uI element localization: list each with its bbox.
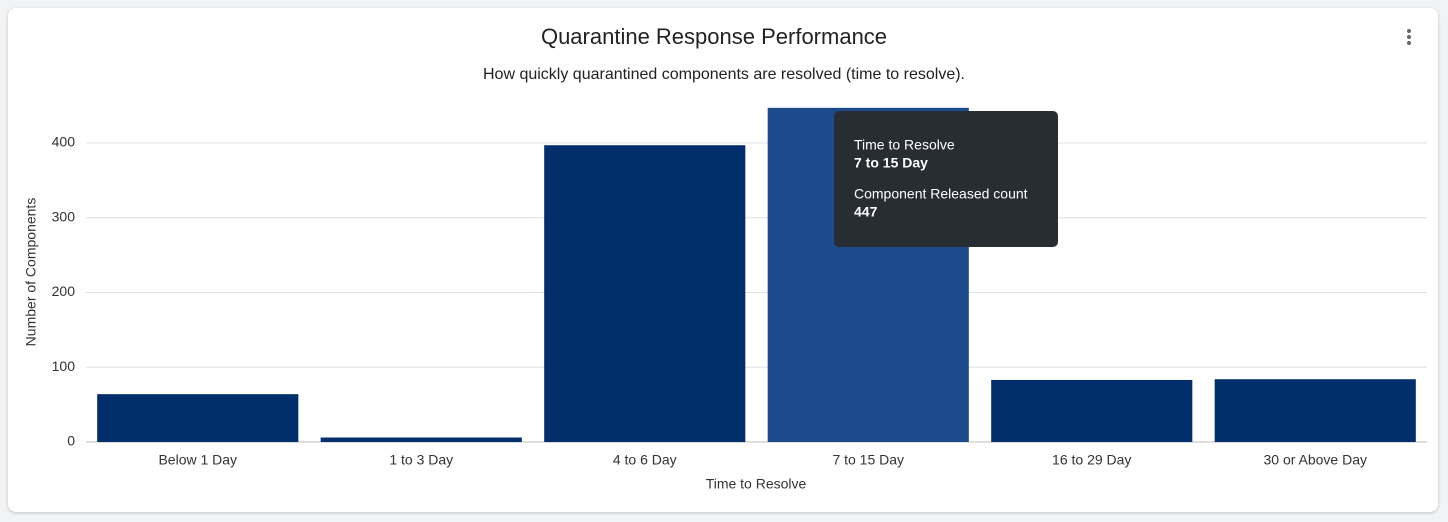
tooltip-series: Component Released count — [854, 186, 1028, 202]
y-tick-label: 200 — [52, 283, 76, 299]
y-axis-title: Number of Components — [23, 198, 39, 347]
x-tick-label: 4 to 6 Day — [613, 452, 677, 468]
tooltip-box — [834, 111, 1058, 247]
menu-dot — [1407, 41, 1411, 45]
menu-button[interactable] — [1407, 29, 1411, 45]
tooltip-category: 7 to 15 Day — [854, 155, 928, 171]
x-tick-label: 16 to 29 Day — [1052, 452, 1131, 468]
tooltip-value: 447 — [854, 204, 878, 220]
chart-subtitle: How quickly quarantined components are r… — [483, 66, 965, 83]
tooltip-label: Time to Resolve — [854, 137, 955, 153]
y-tick-label: 100 — [52, 358, 76, 374]
tooltip: Time to Resolve 7 to 15 Day Component Rele… — [834, 111, 1058, 247]
y-tick-label: 0 — [67, 433, 75, 449]
menu-dot — [1407, 29, 1411, 33]
bar — [320, 437, 522, 442]
bar — [544, 145, 746, 442]
y-tick-label: 300 — [52, 208, 76, 224]
bar — [1214, 379, 1416, 442]
bar — [991, 379, 1193, 442]
grid — [86, 142, 1427, 443]
x-axis-title: Time to Resolve — [706, 476, 807, 492]
x-tick-label: Below 1 Day — [158, 452, 237, 468]
x-tick-label: 7 to 15 Day — [832, 452, 904, 468]
x-tick-label: 1 to 3 Day — [389, 452, 453, 468]
x-tick-label: 30 or Above Day — [1263, 452, 1367, 468]
chart-title: Quarantine Response Performance — [541, 24, 887, 49]
bar — [97, 394, 299, 442]
y-tick-label: 400 — [52, 134, 76, 150]
menu-dot — [1407, 35, 1411, 39]
